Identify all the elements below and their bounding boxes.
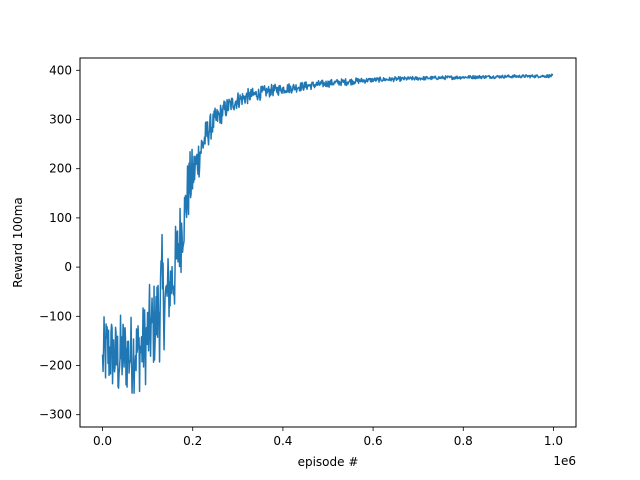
y-axis-label: Reward 100ma bbox=[11, 197, 25, 287]
x-tick-label: 0.8 bbox=[454, 434, 473, 448]
x-tick-label: 0.2 bbox=[183, 434, 202, 448]
x-tick-label: 1.0 bbox=[544, 434, 563, 448]
y-tick-label: 400 bbox=[49, 63, 72, 77]
x-axis-label: episode # bbox=[298, 455, 359, 469]
x-tick-label: 0.6 bbox=[364, 434, 383, 448]
y-tick-label: −200 bbox=[39, 359, 72, 373]
y-tick-label: 300 bbox=[49, 113, 72, 127]
x-tick-label: 0.0 bbox=[93, 434, 112, 448]
y-tick-label: 200 bbox=[49, 162, 72, 176]
plot-area bbox=[79, 57, 577, 428]
y-tick-label: 0 bbox=[64, 260, 72, 274]
axes-frame bbox=[79, 57, 577, 428]
y-axis-ticks: −300 −200 −100 0 100 200 300 400 bbox=[39, 63, 80, 422]
x-tick-label: 0.4 bbox=[273, 434, 292, 448]
y-tick-label: −300 bbox=[39, 408, 72, 422]
y-tick-label: −100 bbox=[39, 309, 72, 323]
reward-series-line bbox=[101, 73, 554, 394]
x-axis-ticks: 0.0 0.2 0.4 0.6 0.8 1.0 bbox=[93, 427, 563, 448]
x-axis-offset-text: 1e6 bbox=[553, 454, 576, 468]
y-tick-label: 100 bbox=[49, 211, 72, 225]
axes-background bbox=[80, 58, 576, 427]
